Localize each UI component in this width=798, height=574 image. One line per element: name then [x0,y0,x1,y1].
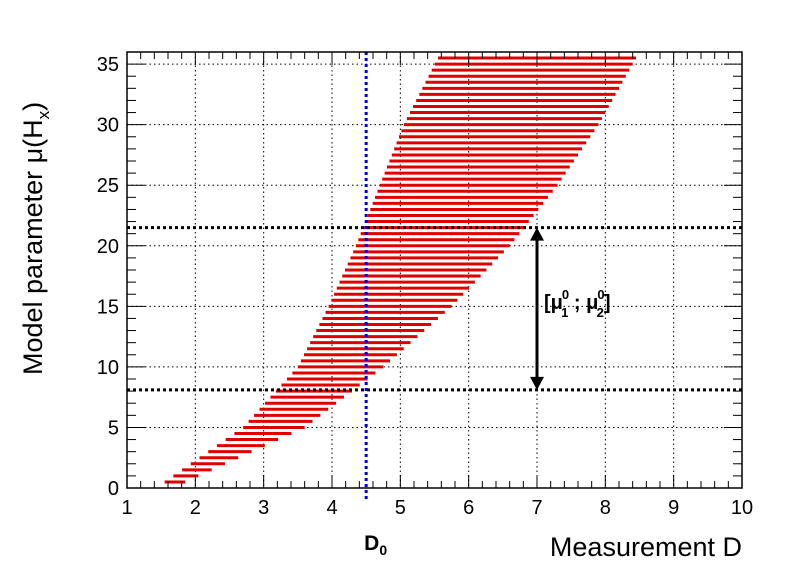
y-tick-label: 10 [97,357,119,379]
x-tick-label: 1 [121,497,132,519]
y-tick-label: 5 [108,417,119,439]
axis-ticks [126,51,743,489]
y-tick-label: 15 [97,296,119,318]
x-tick-label: 7 [531,497,542,519]
arrow-head-bottom [530,376,544,390]
x-tick-label: 3 [258,497,269,519]
interval-boundary-lines [127,226,742,392]
x-tick-label: 6 [463,497,474,519]
y-tick-label: 35 [97,54,119,76]
x-tick-label: 5 [395,497,406,519]
d0-label: D0 [364,532,387,558]
y-tick-label: 20 [97,236,119,258]
interval-arrow [530,227,544,390]
x-tick-label: 4 [326,497,337,519]
x-tick-label: 10 [731,497,753,519]
interval-label: [μ0 1 ; μ0 2] [544,287,611,320]
x-tick-label: 8 [600,497,611,519]
axis-tick-labels: 1 2 3 4 5 6 7 8 9 10 0 5 10 15 20 25 30 35 [97,54,753,519]
y-tick-label: 30 [97,115,119,137]
confidence-band [164,56,637,484]
x-axis-title: Measurement D [550,532,742,562]
y-tick-label: 25 [97,175,119,197]
y-tick-label: 0 [108,478,119,500]
x-tick-label: 2 [190,497,201,519]
x-tick-label: 9 [668,497,679,519]
y-axis-title: Model parameter μ(Hx) [18,102,53,375]
arrow-head-top [530,227,544,241]
